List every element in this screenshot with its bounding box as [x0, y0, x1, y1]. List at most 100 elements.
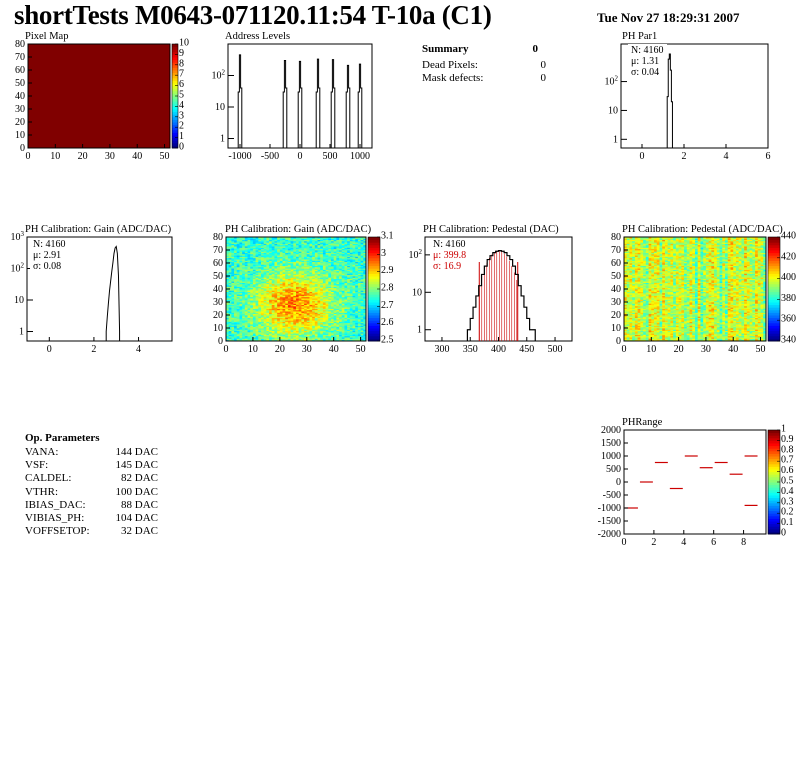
- gain-map-cell: [317, 298, 321, 300]
- pedestal-map-cell: [624, 317, 628, 320]
- gain-map-cell: [339, 321, 343, 324]
- gain-map-cell: [226, 334, 230, 337]
- gain-map-cell: [339, 324, 343, 326]
- gain-map-cell: [352, 264, 356, 266]
- gain-map-cell: [271, 242, 275, 244]
- gain-map-cell: [341, 261, 345, 264]
- gain-map-cell: [282, 255, 286, 257]
- gain-map-cell: [258, 318, 262, 321]
- gain-map-cell: [293, 253, 297, 256]
- gain-map-cell: [349, 335, 353, 338]
- gain-map-cell: [344, 248, 348, 251]
- gain-map-cell: [250, 299, 254, 302]
- gain-map-cell: [236, 320, 240, 322]
- gain-map-cell: [290, 316, 294, 318]
- gain-map-cell: [357, 305, 362, 308]
- gain-map-cell: [296, 260, 300, 263]
- gain-map-cell: [236, 279, 240, 282]
- gain-map-cell: [336, 278, 340, 281]
- gain-map-cell: [244, 331, 248, 334]
- gain-map-cell: [325, 322, 329, 325]
- gain-map-cell: [355, 338, 359, 341]
- gain-map-cell: [320, 321, 324, 324]
- gain-map-cell: [290, 324, 294, 326]
- gain-map-cell: [266, 281, 270, 283]
- gain-map-cell: [266, 294, 270, 296]
- gain-map-cell: [271, 257, 275, 260]
- gain-map-cell: [234, 261, 238, 264]
- gain-map-cell: [282, 303, 286, 305]
- gain-map-cell: [228, 322, 232, 325]
- gain-map-cell: [331, 329, 335, 331]
- gain-map-cell: [341, 315, 345, 317]
- gain-map-cell: [352, 291, 356, 294]
- gain-map-cell: [357, 273, 362, 276]
- pedestal-map-cell: [629, 295, 633, 298]
- gain-map-cell: [226, 335, 230, 338]
- gain-map-cell: [296, 239, 300, 242]
- pedestal-map-cell: [637, 248, 641, 251]
- gain-map-cell: [352, 248, 356, 251]
- gain-map-cell: [274, 264, 278, 266]
- gain-map-cell: [242, 315, 246, 317]
- gain-map-cell: [228, 320, 232, 322]
- gain-map-cell: [363, 276, 367, 278]
- gain-map-cell: [322, 270, 327, 273]
- gain-map-cell: [234, 337, 238, 339]
- pedestal-map-cell: [624, 270, 628, 273]
- gain-map-cell: [363, 256, 367, 259]
- gain-map-cell: [306, 266, 310, 269]
- pedestal-map-cell: [624, 305, 628, 308]
- gain-map-cell: [266, 257, 270, 260]
- gain-map-cell: [255, 274, 259, 277]
- gain-map-cell: [261, 321, 265, 324]
- gain-map-cell: [352, 295, 356, 298]
- gain-map-cell: [255, 276, 259, 278]
- pedestal-map-cell: [624, 269, 628, 272]
- gain-map-cell: [357, 317, 362, 320]
- gain-map-cell: [274, 320, 278, 322]
- gain-map-cell: [296, 315, 300, 317]
- gain-map-cell: [255, 337, 259, 339]
- gain-map-cell: [228, 257, 232, 260]
- gain-map-cell: [357, 240, 362, 243]
- gain-map-cell: [306, 268, 310, 270]
- pedestal-map-cell: [637, 273, 641, 276]
- gain-map-cell: [269, 312, 273, 315]
- gain-map-cell: [252, 244, 257, 247]
- gain-map-cell: [328, 326, 332, 329]
- pedestal-map-cell: [637, 286, 641, 289]
- gain-map-cell: [231, 252, 235, 255]
- gain-map-cell: [287, 260, 292, 263]
- gain-map-cell: [336, 295, 340, 298]
- gain-map-cell: [357, 289, 362, 291]
- gain-map-cell: [290, 252, 294, 255]
- pedestal-map-cell: [634, 282, 639, 285]
- gain-map-cell: [312, 309, 316, 312]
- gain-map-cell: [325, 296, 329, 299]
- gain-map-cell: [352, 286, 356, 289]
- gain-map-cell: [306, 326, 310, 329]
- pedestal-map-cell: [632, 321, 636, 324]
- pedestal-map-cell: [637, 269, 641, 272]
- gain-map-cell: [244, 322, 248, 325]
- gain-map-cell: [301, 298, 305, 300]
- gain-map-cell: [325, 337, 329, 339]
- gain-map-cell: [306, 237, 310, 239]
- gain-map-cell: [341, 291, 345, 294]
- gain-map-cell: [258, 300, 262, 303]
- gain-map-cell: [309, 295, 313, 298]
- gain-map-cell: [263, 295, 267, 298]
- gain-map-cell: [331, 308, 335, 311]
- gain-map-cell: [228, 302, 232, 304]
- gain-map-cell: [314, 248, 318, 251]
- gain-map-cell: [279, 263, 283, 265]
- gain-map-cell: [287, 264, 292, 266]
- gain-map-cell: [287, 307, 292, 309]
- gain-map-cell: [322, 337, 327, 339]
- gain-map-cell: [328, 294, 332, 296]
- gain-map-cell: [269, 277, 273, 279]
- gain-map-cell: [277, 287, 281, 290]
- colorbar-cell: [172, 88, 178, 92]
- gain-map-cell: [309, 311, 313, 313]
